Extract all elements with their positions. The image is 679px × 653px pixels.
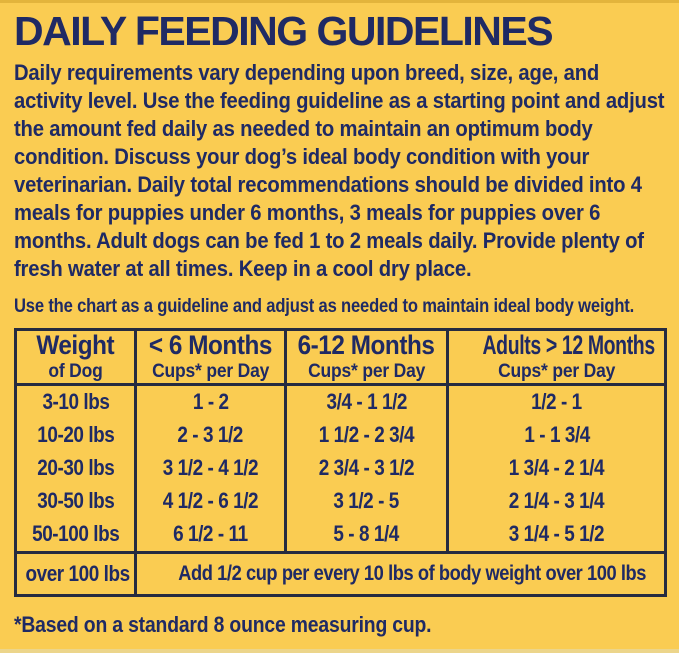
table-header-row: Weight of Dog < 6 Months Cups* per Day 6…	[15, 329, 666, 386]
column-title: Adults > 12 Months	[482, 330, 656, 361]
table-row: 10-20 lbs 2 - 3 1/2 1 1/2 - 2 3/4 1 - 1 …	[16, 418, 666, 452]
weight-cell: 30-50 lbs	[37, 488, 115, 514]
table-row: 3-10 lbs 1 - 2 3/4 - 1 1/2 1/2 - 1	[16, 384, 666, 419]
weight-cell: 50-100 lbs	[32, 521, 120, 547]
adults-cell: 1/2 - 1	[446, 384, 666, 419]
table-row: 50-100 lbs 6 1/2 - 11 5 - 8 1/4 3 1/4 - …	[16, 517, 666, 553]
column-subtitle: Cups* per Day	[307, 361, 426, 383]
6-12-months-cell: 5 - 8 1/4	[283, 517, 448, 553]
column-header-adults-over-12-months: Adults > 12 Months Cups* per Day	[446, 329, 666, 386]
6-12-months-cell: 3/4 - 1 1/2	[283, 384, 448, 419]
under-6-months-cell: 4 1/2 - 6 1/2	[134, 484, 286, 518]
adults-cell: 1 - 1 3/4	[446, 418, 666, 452]
under-6-months-cell: 6 1/2 - 11	[134, 517, 286, 553]
adults-cell: 1 3/4 - 2 1/4	[446, 451, 666, 485]
weight-cell: 20-30 lbs	[37, 455, 115, 481]
page-title: DAILY FEEDING GUIDELINES	[14, 8, 554, 54]
weight-cell: over 100 lbs	[15, 550, 136, 596]
adults-cell: 2 1/4 - 3 1/4	[446, 484, 666, 518]
column-subtitle: Cups* per Day	[498, 361, 616, 383]
adults-cell: 3 1/4 - 5 1/2	[446, 517, 666, 553]
6-12-months-cell: 2 3/4 - 3 1/2	[283, 451, 448, 485]
feeding-table: Weight of Dog < 6 Months Cups* per Day 6…	[14, 328, 667, 597]
chart-usage-note: Use the chart as a guideline and adjust …	[14, 295, 635, 318]
column-title: 6-12 Months	[298, 330, 435, 361]
column-title: Weight	[36, 330, 115, 361]
table-row: 20-30 lbs 3 1/2 - 4 1/2 2 3/4 - 3 1/2 1 …	[16, 451, 666, 485]
under-6-months-cell: 3 1/2 - 4 1/2	[134, 451, 286, 485]
column-header-6-12-months: 6-12 Months Cups* per Day	[283, 329, 448, 386]
6-12-months-cell: 3 1/2 - 5	[283, 484, 448, 518]
over-100-lbs-row: over 100 lbs Add 1/2 cup per every 10 lb…	[15, 550, 666, 596]
weight-cell: 3-10 lbs	[42, 389, 110, 415]
over-100-instruction-cell: Add 1/2 cup per every 10 lbs of body wei…	[134, 550, 666, 596]
under-6-months-cell: 1 - 2	[134, 384, 286, 419]
6-12-months-cell: 1 1/2 - 2 3/4	[283, 418, 448, 452]
measuring-cup-footnote: *Based on a standard 8 ounce measuring c…	[14, 611, 432, 637]
intro-text: Daily requirements vary depending upon b…	[14, 60, 665, 282]
column-subtitle: Cups* per Day	[151, 361, 270, 383]
under-6-months-cell: 2 - 3 1/2	[134, 418, 286, 452]
column-title: < 6 Months	[148, 330, 273, 361]
column-header-weight: Weight of Dog	[15, 329, 136, 386]
column-subtitle: of Dog	[48, 361, 103, 383]
table-row: 30-50 lbs 4 1/2 - 6 1/2 3 1/2 - 5 2 1/4 …	[16, 484, 666, 518]
weight-cell: 10-20 lbs	[37, 422, 115, 448]
column-header-under-6-months: < 6 Months Cups* per Day	[134, 329, 286, 386]
